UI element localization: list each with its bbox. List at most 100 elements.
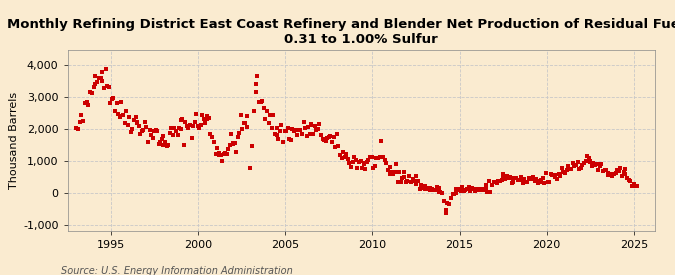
Point — [231, 149, 242, 154]
Point — [319, 138, 329, 142]
Point — [78, 119, 88, 123]
Point — [456, 188, 466, 193]
Point — [497, 172, 508, 177]
Point — [328, 135, 339, 139]
Point — [303, 124, 314, 129]
Point — [358, 162, 369, 166]
Point — [200, 121, 211, 126]
Point — [230, 141, 240, 145]
Point — [396, 180, 406, 184]
Point — [580, 158, 591, 163]
Point — [419, 187, 430, 191]
Point — [577, 163, 588, 167]
Point — [520, 179, 531, 184]
Point — [397, 176, 408, 180]
Point — [234, 131, 244, 136]
Point — [114, 115, 125, 119]
Point — [533, 178, 543, 183]
Point — [214, 151, 225, 155]
Point — [103, 85, 114, 90]
Point — [487, 183, 497, 188]
Point — [271, 132, 282, 137]
Point — [331, 132, 342, 137]
Point — [373, 156, 383, 160]
Point — [481, 186, 491, 191]
Point — [433, 186, 444, 191]
Point — [169, 126, 180, 130]
Point — [225, 142, 236, 147]
Point — [92, 80, 103, 85]
Point — [371, 156, 382, 160]
Point — [184, 123, 195, 127]
Point — [176, 118, 186, 122]
Point — [81, 100, 92, 104]
Point — [335, 153, 346, 157]
Point — [561, 168, 572, 172]
Point — [250, 81, 261, 86]
Point — [124, 115, 135, 119]
Point — [323, 135, 334, 139]
Point — [72, 126, 83, 131]
Point — [71, 126, 82, 131]
Point — [448, 192, 458, 196]
Point — [381, 161, 392, 166]
Point — [446, 196, 456, 200]
Point — [215, 153, 226, 157]
Point — [612, 168, 622, 172]
Point — [529, 179, 540, 184]
Point — [531, 177, 542, 182]
Point — [121, 109, 132, 114]
Point — [248, 109, 259, 113]
Point — [523, 175, 534, 180]
Point — [309, 124, 320, 128]
Point — [383, 167, 394, 172]
Point — [317, 137, 328, 141]
Point — [341, 152, 352, 156]
Point — [325, 134, 336, 139]
Point — [418, 186, 429, 191]
Point — [102, 84, 113, 88]
Point — [173, 126, 184, 130]
Point — [421, 186, 432, 191]
Point — [129, 117, 140, 122]
Point — [177, 116, 188, 121]
Point — [457, 185, 468, 189]
Point — [80, 100, 90, 105]
Point — [376, 139, 387, 143]
Point — [114, 113, 125, 118]
Point — [493, 179, 504, 183]
Point — [533, 180, 543, 185]
Point — [194, 125, 205, 130]
Point — [310, 128, 321, 132]
Point — [404, 174, 414, 178]
Point — [374, 155, 385, 160]
Point — [195, 123, 206, 127]
Point — [321, 139, 331, 143]
Point — [568, 161, 578, 165]
Point — [327, 140, 338, 144]
Point — [286, 138, 296, 142]
Point — [250, 90, 261, 94]
Point — [126, 130, 136, 134]
Point — [135, 132, 146, 137]
Point — [560, 171, 570, 175]
Point — [566, 166, 576, 171]
Point — [425, 185, 435, 190]
Point — [604, 172, 615, 176]
Point — [398, 170, 409, 175]
Point — [247, 144, 258, 148]
Point — [268, 112, 279, 117]
Point — [582, 154, 593, 158]
Point — [376, 155, 387, 159]
Point — [158, 142, 169, 147]
Point — [379, 158, 390, 162]
Point — [333, 144, 344, 148]
Point — [86, 91, 97, 95]
Point — [497, 174, 508, 178]
Point — [267, 126, 277, 131]
Point — [440, 210, 451, 215]
Point — [157, 136, 167, 141]
Point — [223, 147, 234, 152]
Title: Monthly Refining District East Coast Refinery and Blender Net Production of Resi: Monthly Refining District East Coast Ref… — [7, 18, 675, 46]
Point — [358, 161, 369, 166]
